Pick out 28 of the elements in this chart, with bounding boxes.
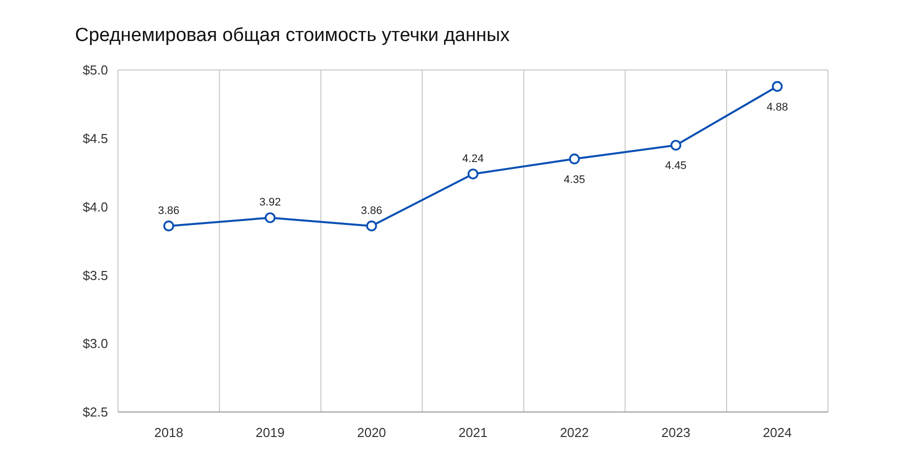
data-label: 3.86 — [360, 204, 382, 217]
point — [772, 81, 783, 92]
data-label: 4.24 — [462, 152, 484, 165]
point — [366, 220, 377, 232]
data-label: 3.92 — [259, 196, 281, 209]
y-tick-label: $5.0 — [82, 62, 108, 78]
y-tick-label: $2.5 — [82, 404, 108, 420]
point — [569, 154, 580, 164]
y-tick-label: $3.0 — [82, 336, 108, 352]
chart-title: Среднемировая общая стоимость утечки данных — [75, 25, 510, 46]
x-tick-label: 2020 — [357, 425, 386, 440]
y-tick-label: $3.5 — [82, 268, 108, 283]
point — [468, 168, 478, 180]
data-label: 4.88 — [766, 101, 788, 114]
x-tick-label: 2021 — [458, 425, 488, 440]
data-label: 4.45 — [665, 160, 687, 172]
x-tick-label: 2018 — [154, 425, 184, 440]
x-tick-label: 2019 — [256, 425, 285, 440]
data-label: 4.35 — [564, 174, 586, 186]
point — [264, 212, 276, 224]
data-label: 3.86 — [158, 204, 180, 217]
x-tick-label: 2024 — [762, 425, 792, 440]
point — [670, 140, 682, 151]
y-tick-label: $4.0 — [82, 199, 108, 214]
x-tick-label: 2023 — [661, 425, 690, 440]
x-tick-label: 2022 — [560, 425, 589, 440]
point — [163, 220, 174, 232]
y-tick-label: $4.5 — [82, 130, 108, 146]
